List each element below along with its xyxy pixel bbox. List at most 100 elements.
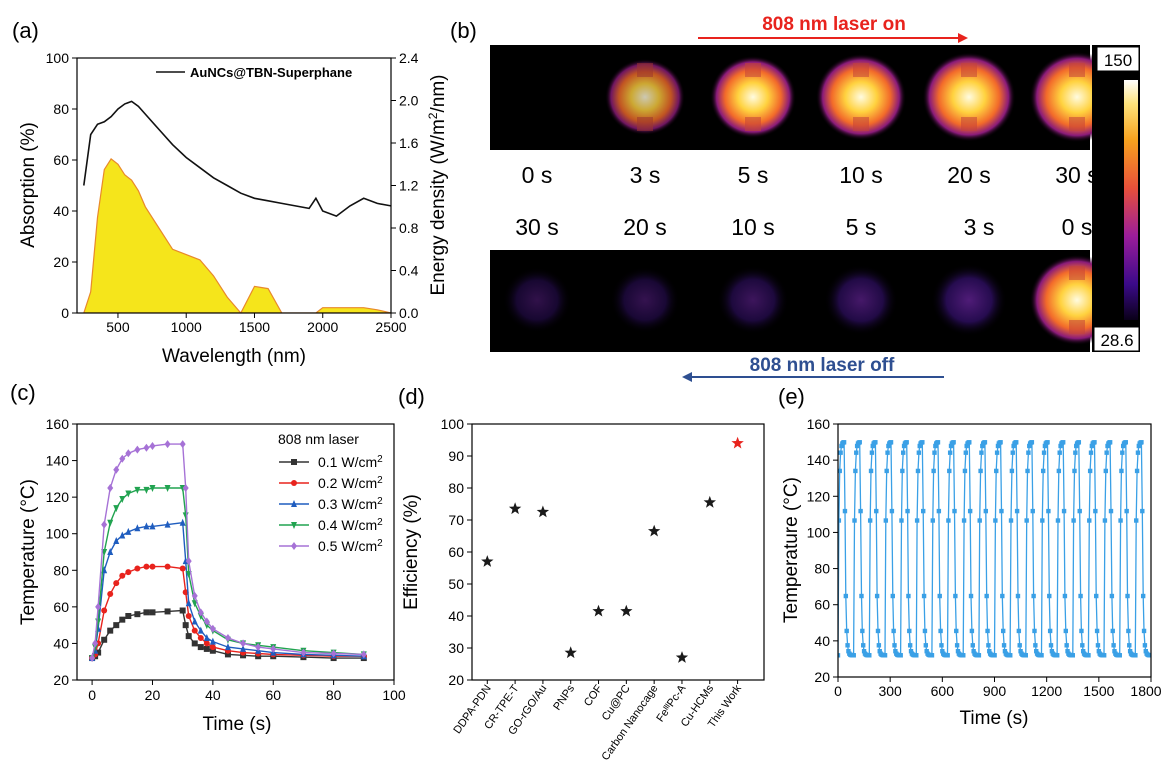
data-point xyxy=(164,608,171,615)
data-point xyxy=(240,639,247,648)
data-point xyxy=(1140,593,1146,599)
data-point xyxy=(119,616,126,623)
data-point xyxy=(179,565,186,572)
data-point xyxy=(1054,653,1060,658)
y-tick-label: 80 xyxy=(53,101,69,117)
thermal-color-scale xyxy=(1124,80,1138,320)
thermal-glow xyxy=(610,266,680,334)
data-point xyxy=(107,519,114,527)
thermal-image-off xyxy=(931,263,1007,337)
data-point xyxy=(1078,593,1083,599)
data-point xyxy=(838,653,841,658)
data-point xyxy=(907,628,912,634)
data-point xyxy=(1045,440,1050,445)
thermal-image-off xyxy=(502,267,572,333)
data-point xyxy=(300,648,307,657)
data-point xyxy=(873,440,878,445)
data-point xyxy=(143,522,150,530)
data-point xyxy=(1015,593,1021,599)
x-tick-label: 1800 xyxy=(1130,683,1161,699)
y-tick-label: 80 xyxy=(53,562,69,578)
legend-label: 0.4 W/cm2 xyxy=(318,517,383,534)
data-point xyxy=(119,531,126,539)
data-point xyxy=(874,508,879,514)
x-tick-label: 1500 xyxy=(1083,683,1114,699)
data-point xyxy=(906,593,911,599)
panel-e-ticks: 0 300 600 900 1200 1500 1800 20 40 60 80 100 120 140 1… xyxy=(807,416,1162,699)
data-point xyxy=(852,518,857,523)
data-point xyxy=(1070,653,1075,658)
data-point xyxy=(1047,593,1052,599)
time-label-on: 0 s xyxy=(522,162,553,188)
data-point xyxy=(1127,643,1132,648)
y-tick-label: 40 xyxy=(53,635,69,651)
y-tick-label: 30 xyxy=(448,640,464,656)
x-tick-label: 0 xyxy=(88,687,96,703)
data-point xyxy=(1127,648,1133,654)
legend-marker xyxy=(291,500,297,507)
panel-c: (c) 0 20 40 60 80 100 20 40 60 80 100 120 140 160 808… xyxy=(10,380,406,735)
data-point xyxy=(1073,450,1078,455)
y-tick-label: 120 xyxy=(807,488,831,504)
data-point xyxy=(1018,648,1023,654)
star-point xyxy=(481,555,494,567)
panel-c-letter: (c) xyxy=(10,380,36,405)
panel-e-xlabel: Time (s) xyxy=(960,708,1029,729)
data-point xyxy=(197,608,204,617)
star-point xyxy=(592,604,605,617)
data-point xyxy=(970,643,975,648)
data-point xyxy=(1000,628,1006,634)
data-point xyxy=(185,633,192,640)
data-point xyxy=(143,486,150,494)
data-point xyxy=(197,626,204,634)
data-point xyxy=(203,640,210,647)
data-point xyxy=(1042,443,1048,449)
y-tick-label: 90 xyxy=(448,448,464,464)
h-notch-top xyxy=(1069,266,1085,280)
data-point xyxy=(185,557,192,566)
data-point xyxy=(933,443,938,449)
data-point xyxy=(938,628,943,634)
data-point xyxy=(1010,450,1015,455)
data-point xyxy=(889,508,895,514)
x-tick-label: 1200 xyxy=(1031,683,1062,699)
data-point xyxy=(1094,628,1100,634)
y-tick-label: 40 xyxy=(53,203,69,219)
data-point xyxy=(1027,443,1032,449)
data-point xyxy=(854,450,859,455)
panel-e-ylabel: Temperature (°C) xyxy=(781,477,802,623)
thermal-image-off xyxy=(717,265,789,335)
data-point xyxy=(143,609,150,616)
y-tick-label: 0 xyxy=(61,305,69,321)
data-point xyxy=(1107,440,1113,445)
data-point xyxy=(967,508,973,514)
data-point xyxy=(1072,468,1077,474)
panel-b: (b) 808 nm laser on 0 s 3 s 5 s 10 s 20 s 30 … xyxy=(450,14,1140,382)
data-point xyxy=(898,653,903,658)
data-point xyxy=(107,591,114,598)
thermal-glow xyxy=(604,58,686,136)
data-point xyxy=(119,495,126,503)
y-tick-label: 60 xyxy=(814,597,830,613)
star-point xyxy=(564,646,577,659)
data-point xyxy=(994,450,1000,455)
data-point xyxy=(113,537,120,545)
data-point xyxy=(149,609,156,616)
time-label-on: 20 s xyxy=(947,162,990,188)
y-right-tick-label: 0.8 xyxy=(399,220,419,236)
data-point xyxy=(854,443,860,449)
data-point xyxy=(224,643,231,651)
y-tick-label: 140 xyxy=(46,453,70,469)
data-point xyxy=(1047,628,1053,634)
data-point xyxy=(107,484,114,492)
laser-on-arrowhead xyxy=(958,33,968,43)
data-point xyxy=(969,628,975,634)
data-point xyxy=(907,643,913,648)
panel-c-ylabel: Temperature (°C) xyxy=(18,479,39,625)
panel-d-ticks: 2030405060708090100DDPA-PDNCR-TPE-TGO-rG… xyxy=(441,416,745,763)
data-point xyxy=(971,648,976,654)
data-point xyxy=(197,644,204,651)
data-point xyxy=(1039,653,1044,658)
time-label-off: 10 s xyxy=(731,214,774,240)
data-point xyxy=(1056,468,1062,474)
